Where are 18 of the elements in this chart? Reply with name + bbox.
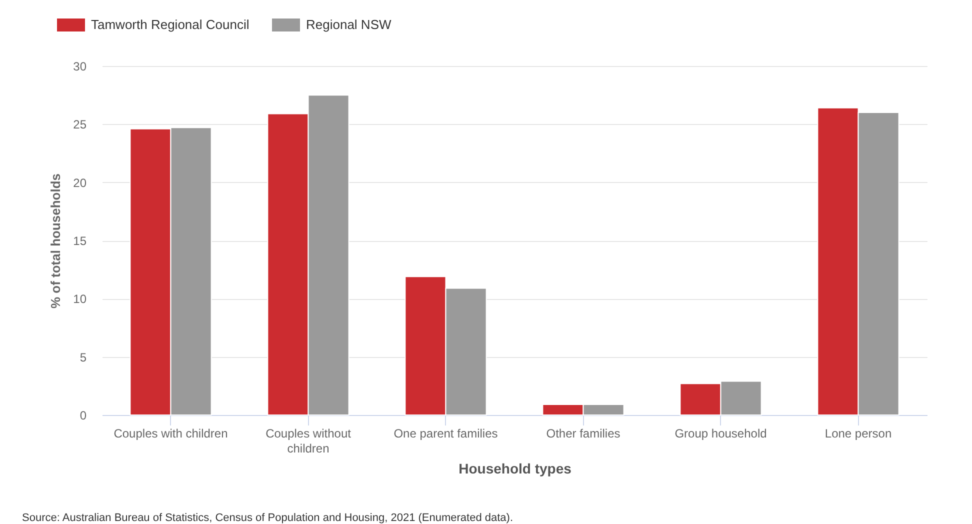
y-tick-label: 15 (73, 234, 87, 248)
x-tick-label: Lone person (824, 426, 892, 440)
x-tick-label: One parent families (394, 426, 498, 440)
x-axis-title: Household types (458, 460, 572, 476)
y-tick-label: 20 (73, 176, 87, 190)
source-note: Source: Australian Bureau of Statistics, Census of Population and Housing, 2021 (Enumerated data). (22, 512, 514, 524)
legend-label: Tamworth Regional Council (91, 17, 250, 32)
y-tick-label: 0 (80, 408, 87, 422)
x-tick-label: Group household (674, 426, 767, 440)
x-tick-label: Couples without children (266, 426, 352, 456)
y-tick-label: 10 (73, 292, 87, 306)
y-axis-title: % of total households (48, 173, 64, 309)
legend-label: Regional NSW (306, 17, 392, 32)
y-tick-label: 30 (73, 60, 87, 74)
y-tick-label: 25 (73, 118, 87, 132)
x-tick-label: Other families (546, 426, 620, 440)
y-tick-label: 5 (80, 350, 87, 364)
x-tick-label: Couples with children (114, 426, 228, 440)
